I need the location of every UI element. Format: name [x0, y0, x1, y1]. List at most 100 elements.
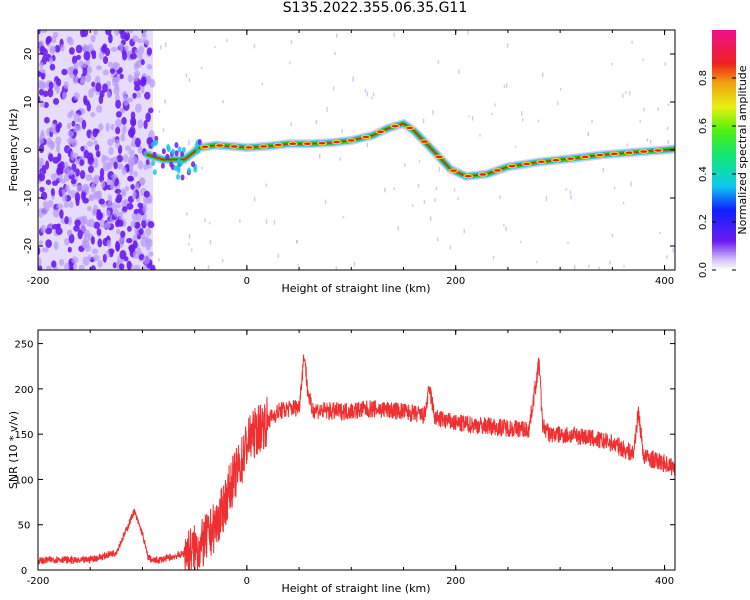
noise-speck [541, 72, 544, 78]
noise-speckle [67, 36, 73, 42]
noise-speckle [108, 33, 113, 44]
noise-speckle [75, 197, 80, 207]
noise-speckle [98, 123, 104, 131]
noise-speckle [134, 103, 142, 113]
noise-speckle [116, 203, 121, 209]
noise-speckle [82, 67, 88, 76]
noise-speck [623, 265, 625, 268]
noise-speck [366, 91, 369, 97]
noise-speckle [82, 30, 89, 38]
noise-speck [273, 220, 276, 225]
track-blob-core [303, 142, 311, 145]
noise-speckle [56, 78, 62, 87]
noise-speckle [66, 122, 72, 130]
noise-speckle [135, 61, 141, 67]
noise-speckle [123, 99, 129, 107]
track-blob-core [318, 141, 326, 145]
noise-speckle [107, 201, 113, 209]
colorbar-tick-label: 0.4 [698, 166, 709, 182]
noise-speckle [58, 258, 65, 266]
noise-speckle [115, 99, 122, 109]
noise-speckle [124, 31, 131, 41]
figure-title: S135.2022.355.06.35.G11 [282, 0, 468, 16]
noise-speckle [51, 260, 57, 268]
noise-speckle [68, 233, 75, 244]
x-tick-label: -200 [27, 576, 50, 587]
spectrogram-panel: -200 0 200 400 20 10 0 -10 -20 Height of straigh… [7, 29, 676, 295]
track-blob-core [479, 173, 487, 176]
plot-frame [37, 329, 676, 571]
noise-speckle [51, 35, 57, 44]
noise-speck [521, 117, 524, 122]
noise-speck [239, 219, 241, 223]
noise-speckle [76, 54, 81, 60]
noise-speck [209, 239, 212, 245]
noise-speckle [140, 76, 147, 84]
noise-speckle [64, 237, 71, 246]
noise-speckle [38, 144, 45, 154]
noise-speck [204, 218, 206, 223]
noise-speckle [89, 193, 94, 201]
y-tick-label: 0 [21, 566, 27, 577]
noise-speck [290, 40, 293, 45]
noise-speckle [140, 59, 145, 66]
noise-speckle [95, 82, 102, 93]
noise-speckle [94, 191, 101, 198]
noise-speck [434, 198, 436, 202]
noise-speck [672, 247, 674, 253]
noise-speck [404, 163, 406, 167]
noise-speckle [124, 198, 129, 205]
noise-speckle [109, 249, 114, 258]
noise-speckle [116, 228, 121, 235]
noise-speckle [46, 137, 52, 145]
track-blob-core [289, 142, 297, 145]
transition-speck [195, 148, 200, 155]
track-blob-core [435, 155, 443, 159]
noise-speckle [126, 260, 132, 270]
noise-speckle [93, 221, 101, 229]
noise-speckle [50, 173, 58, 181]
noise-speckle [90, 112, 96, 118]
noise-speckle [90, 236, 95, 245]
noise-speckle [119, 249, 127, 260]
noise-speck [297, 264, 299, 267]
noise-speckle [53, 241, 59, 250]
noise-speck [342, 216, 345, 219]
noise-speck [208, 221, 211, 225]
noise-speckle [45, 206, 50, 212]
noise-speck [657, 107, 659, 112]
noise-speckle [71, 120, 76, 127]
noise-speckle [61, 68, 68, 76]
noise-speckle [121, 166, 127, 175]
noise-speckle [127, 225, 132, 232]
noise-speckle [55, 85, 60, 94]
noise-speckle [90, 183, 96, 193]
noise-speck [646, 138, 648, 142]
noise-speck [188, 243, 190, 246]
noise-speck [366, 142, 369, 148]
x-tick-label: -200 [27, 276, 50, 287]
noise-speckle [121, 188, 126, 196]
noise-speckle [49, 46, 56, 55]
noise-speckle [98, 51, 104, 60]
noise-speck [573, 264, 576, 270]
noise-speckle [105, 122, 110, 133]
noise-speckle [38, 246, 41, 256]
y-tick-label: 150 [14, 430, 33, 441]
noise-speck [353, 261, 356, 267]
noise-speckle [45, 160, 50, 170]
colorbar-ticks: 0.0 0.2 0.4 0.6 0.8 [698, 70, 736, 278]
noise-speckle [101, 154, 106, 164]
noise-speckle [133, 171, 138, 177]
noise-speckle [92, 160, 99, 168]
noise-speck [277, 253, 280, 258]
transition-speck [161, 148, 166, 155]
noise-speckle [49, 127, 55, 133]
noise-speckle [69, 110, 75, 116]
noise-speck [188, 234, 191, 239]
noise-speckle [46, 265, 52, 270]
noise-speck [505, 226, 507, 232]
noise-speckle [58, 173, 63, 183]
noise-speckle [139, 177, 146, 186]
